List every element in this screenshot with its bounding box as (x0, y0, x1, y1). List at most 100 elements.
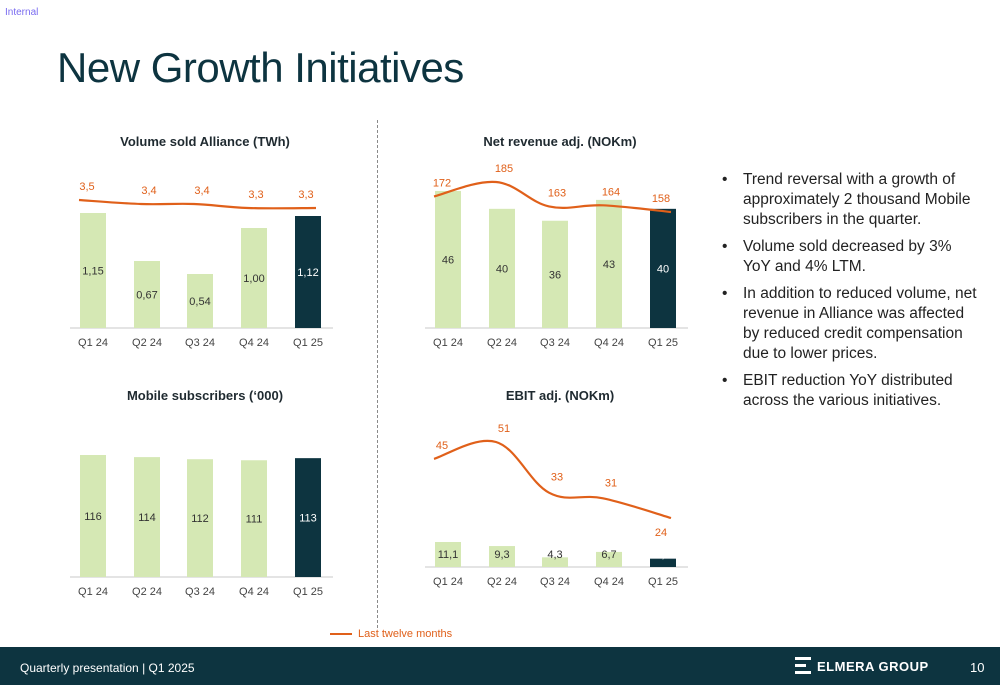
bar (134, 261, 160, 328)
category-tick-label: Q4 24 (594, 576, 624, 588)
category-tick-label: Q1 25 (648, 337, 678, 349)
footer-text: Quarterly presentation | Q1 2025 (20, 661, 195, 675)
footer-bar: Quarterly presentation | Q1 2025 ELMERA … (0, 647, 1000, 685)
category-tick-label: Q2 24 (132, 337, 162, 349)
category-tick-label: Q3 24 (185, 337, 215, 349)
bullet-item: Volume sold decreased by 3% YoY and 4% L… (719, 237, 979, 277)
bar-value-label: 3,7 (655, 549, 670, 561)
line-value-label: 3,3 (248, 189, 263, 201)
page-number: 10 (970, 660, 985, 675)
bar-value-label: 112 (191, 513, 209, 525)
volume-chart: 1,15 Q1 24 0,67 Q2 24 0,54 Q3 24 1,00 Q4 24 1,12… (70, 181, 333, 349)
category-tick-label: Q3 24 (540, 576, 570, 588)
line-value-label: 185 (495, 163, 513, 175)
line-value-label: 3,3 (298, 189, 313, 201)
bar (489, 546, 515, 567)
category-tick-label: Q1 25 (648, 576, 678, 588)
bar-value-label: 0,67 (136, 290, 157, 302)
bar-value-label: 113 (299, 513, 317, 525)
line-value-label: 51 (498, 423, 510, 435)
mobile-chart: 116 Q1 24 114 Q2 24 112 Q3 24 111 Q4 24 113 Q1 25 (70, 455, 333, 598)
netrev-chart: 46 Q1 24 40 Q2 24 36 Q3 24 43 Q4 24 40 Q1 25 172 18… (425, 163, 688, 349)
bar-value-label: 6,7 (601, 549, 616, 561)
bar (187, 274, 213, 328)
line-value-label: 3,5 (79, 181, 94, 193)
category-tick-label: Q2 24 (487, 576, 517, 588)
chart-title-netrev: Net revenue adj. (NOKm) (483, 134, 637, 149)
bar (134, 457, 160, 577)
chart-divider (377, 120, 378, 628)
logo-text: ELMERA GROUP (817, 658, 929, 674)
bar-value-label: 9,3 (494, 549, 509, 561)
bullet-item: EBIT reduction YoY distributed across th… (719, 371, 979, 411)
bullet-list: Trend reversal with a growth of approxim… (719, 170, 979, 418)
line-value-label: 172 (433, 177, 451, 189)
bar-value-label: 1,12 (297, 267, 318, 279)
company-logo: ELMERA GROUP (795, 657, 929, 675)
bar-value-label: 0,54 (189, 296, 210, 308)
line-series-ltm (433, 439, 672, 520)
bar (80, 213, 106, 328)
legend-line-swatch (330, 633, 352, 635)
bar (435, 542, 461, 567)
line-series-ltm (433, 180, 672, 214)
ebit-chart: 11,1 Q1 24 9,3 Q2 24 4,3 Q3 24 6,7 Q4 24 3,7 Q1 2… (425, 423, 688, 588)
bar (650, 558, 676, 567)
category-tick-label: Q1 24 (433, 576, 463, 588)
bar (489, 208, 515, 328)
bar-value-label: 1,15 (82, 266, 103, 278)
bar (295, 458, 321, 577)
category-tick-label: Q4 24 (239, 586, 269, 598)
bullet-item: In addition to reduced volume, net reven… (719, 284, 979, 364)
page-title: New Growth Initiatives (57, 44, 464, 91)
line-series-ltm (78, 198, 317, 210)
bar (80, 455, 106, 577)
line-value-label: 158 (652, 193, 670, 205)
line-value-label: 164 (602, 186, 620, 198)
bar (596, 551, 622, 567)
bar (241, 228, 267, 328)
chart-title-mobile: Mobile subscribers (‘000) (126, 388, 284, 403)
bar-value-label: 40 (496, 263, 508, 275)
line-value-label: 3,4 (141, 185, 156, 197)
line-value-label: 24 (655, 527, 667, 539)
category-tick-label: Q1 25 (293, 586, 323, 598)
category-tick-label: Q3 24 (540, 337, 570, 349)
category-tick-label: Q1 25 (293, 337, 323, 349)
line-value-label: 163 (548, 187, 566, 199)
category-tick-label: Q2 24 (487, 337, 517, 349)
bar-value-label: 1,00 (243, 273, 264, 285)
chart-title-ebit: EBIT adj. (NOKm) (505, 388, 615, 403)
bar (650, 208, 676, 328)
line-value-label: 31 (605, 477, 617, 489)
bar-value-label: 43 (603, 259, 615, 271)
bar-value-label: 36 (549, 269, 561, 281)
line-value-label: 3,4 (194, 185, 209, 197)
category-tick-label: Q1 24 (78, 586, 108, 598)
bar (542, 220, 568, 328)
category-tick-label: Q1 24 (433, 337, 463, 349)
bar-value-label: 116 (84, 511, 102, 523)
bar (241, 460, 267, 577)
legend: Last twelve months (330, 628, 452, 640)
bar (542, 557, 568, 567)
classification-label: Internal (5, 7, 39, 18)
line-value-label: 45 (436, 440, 448, 452)
bar (596, 199, 622, 328)
category-tick-label: Q4 24 (594, 337, 624, 349)
bar-value-label: 40 (657, 263, 669, 275)
category-tick-label: Q4 24 (239, 337, 269, 349)
bar-value-label: 4,3 (547, 549, 562, 561)
bar (435, 190, 461, 328)
bar (295, 216, 321, 328)
category-tick-label: Q3 24 (185, 586, 215, 598)
chart-title-volume: Volume sold Alliance (TWh) (120, 134, 290, 149)
bar-value-label: 11,1 (438, 549, 459, 561)
category-tick-label: Q1 24 (78, 337, 108, 349)
line-value-label: 33 (551, 472, 563, 484)
bullet-item: Trend reversal with a growth of approxim… (719, 170, 979, 230)
bar-value-label: 111 (246, 514, 263, 526)
bar-value-label: 46 (442, 254, 454, 266)
logo-mark-icon (795, 657, 811, 675)
bar (187, 459, 213, 577)
